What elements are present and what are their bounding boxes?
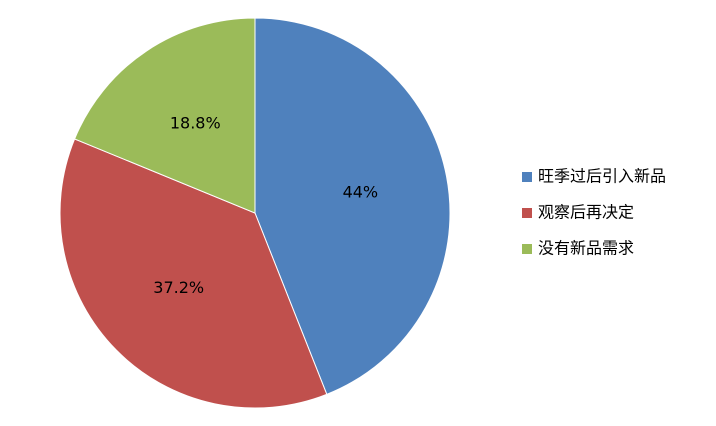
legend-label: 旺季过后引入新品 bbox=[538, 167, 666, 186]
pie-slice bbox=[73, 17, 256, 214]
legend-label: 没有新品需求 bbox=[538, 239, 634, 258]
data-label: 37.2% bbox=[153, 278, 204, 297]
legend-swatch bbox=[522, 208, 532, 218]
data-label: 18.8% bbox=[170, 113, 221, 132]
legend-swatch bbox=[522, 172, 532, 182]
legend-label: 观察后再决定 bbox=[538, 203, 634, 222]
pie-slice bbox=[254, 17, 451, 395]
legend-swatch bbox=[522, 244, 532, 254]
data-label: 44% bbox=[343, 182, 379, 201]
pie-slice bbox=[59, 138, 328, 409]
